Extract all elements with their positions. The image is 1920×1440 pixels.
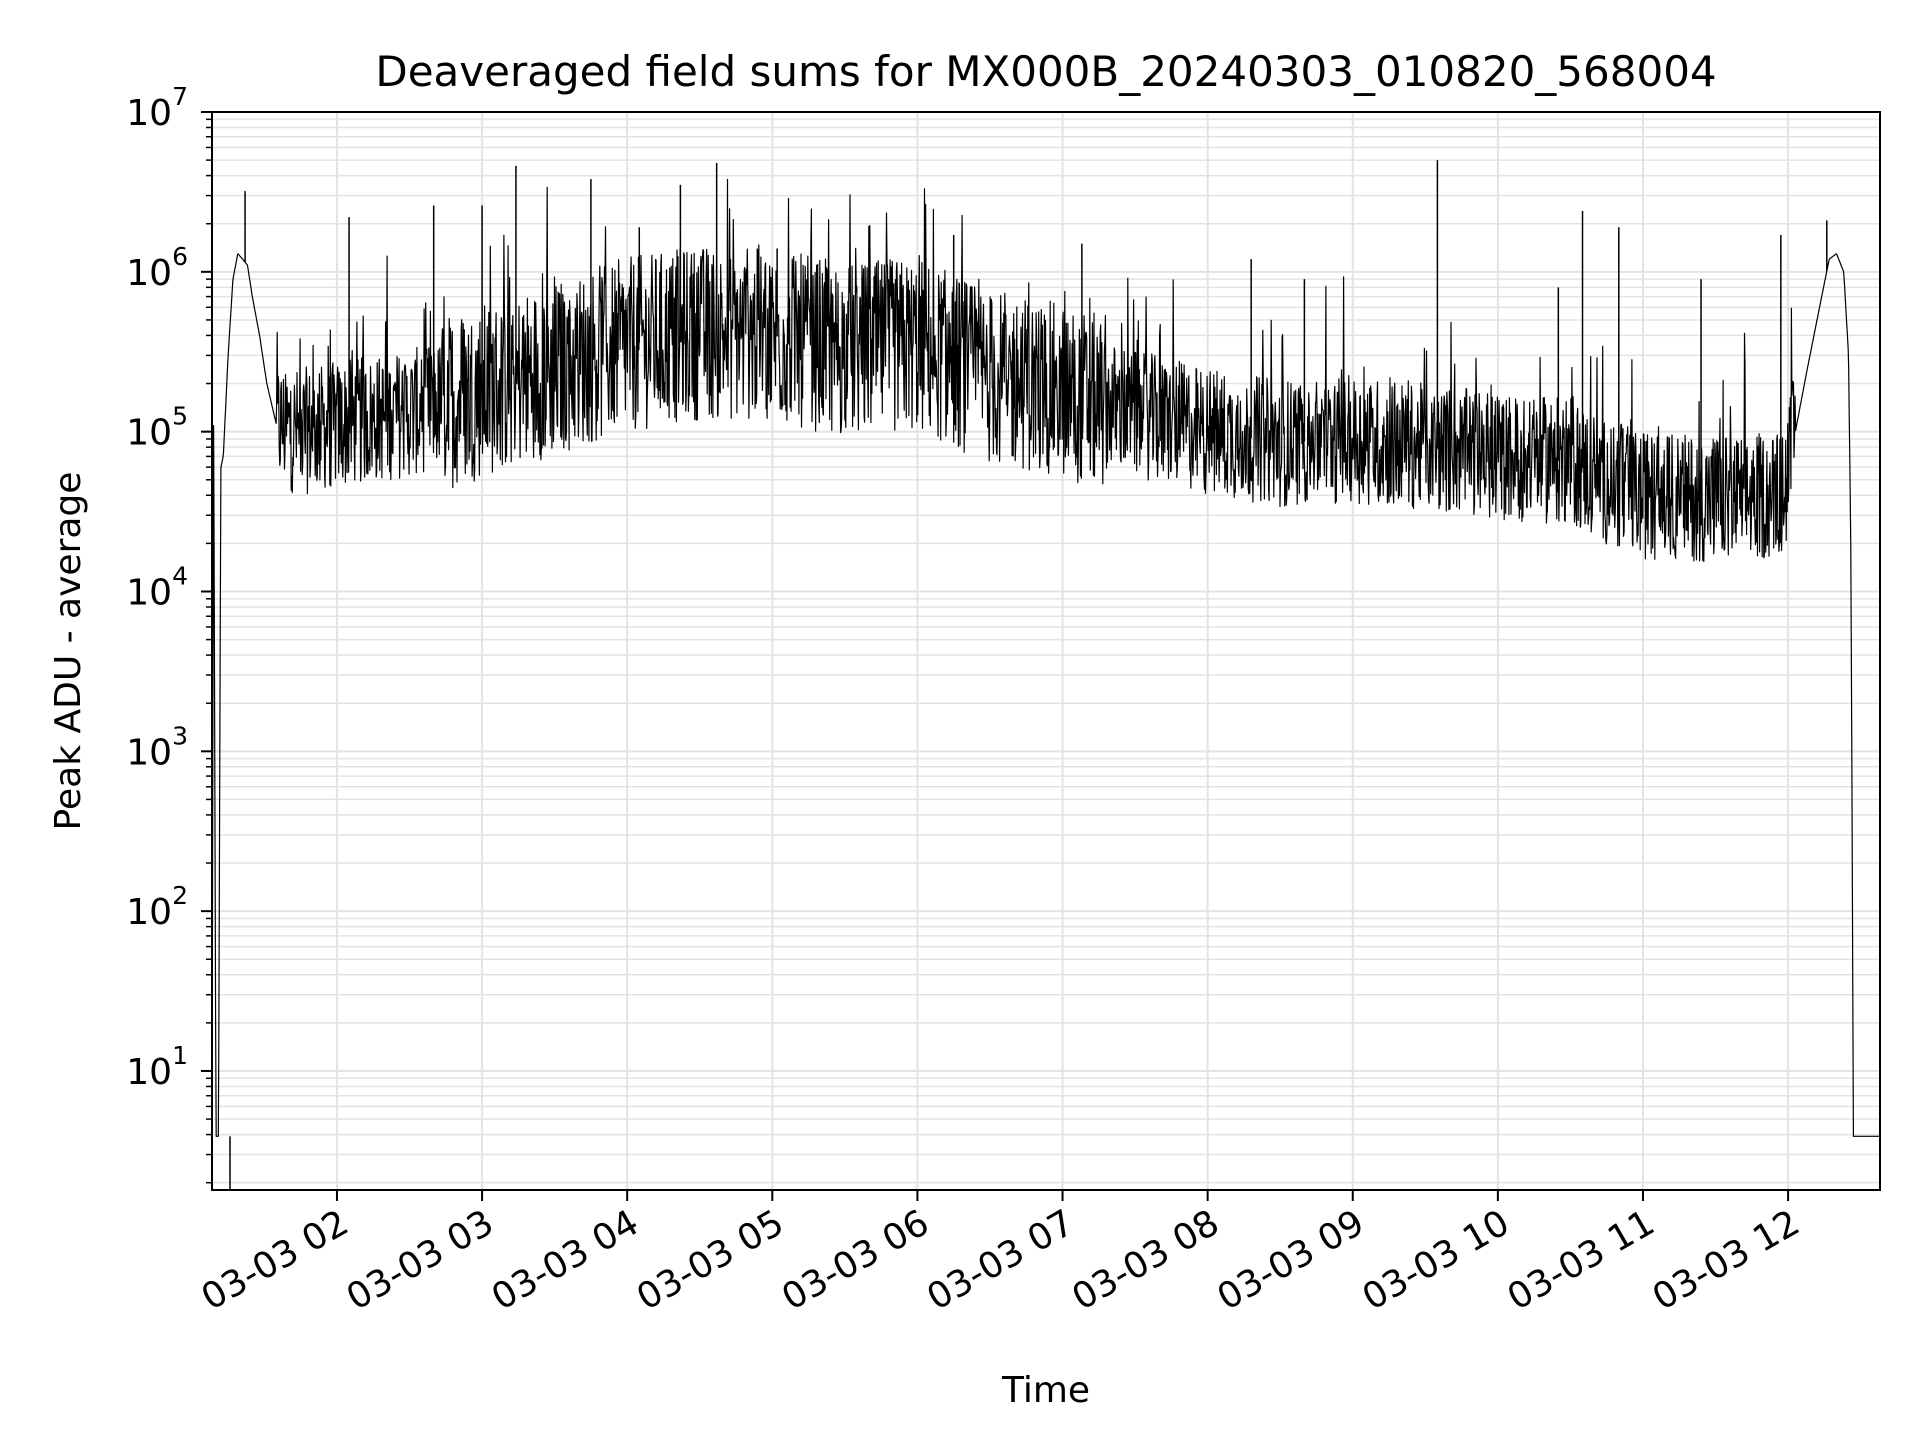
y-tick-base: 10 <box>126 572 172 613</box>
grid <box>212 111 1880 1190</box>
y-tick-base: 10 <box>126 253 172 294</box>
y-tick-exponent: 2 <box>172 881 188 910</box>
y-tick-exponent: 3 <box>172 721 188 750</box>
y-tick-label: 107 <box>126 82 188 134</box>
y-tick-base: 10 <box>126 732 172 773</box>
y-tick-exponent: 4 <box>172 561 188 590</box>
y-tick-label: 105 <box>126 402 188 454</box>
x-tick-label: 03-03 05 <box>630 1202 791 1318</box>
y-tick-base: 10 <box>126 413 172 454</box>
x-tick-label: 03-03 10 <box>1356 1202 1517 1318</box>
y-tick-base: 10 <box>126 93 172 134</box>
x-tick-label: 03-03 03 <box>340 1202 501 1318</box>
x-tick-label: 03-03 06 <box>775 1202 936 1318</box>
y-tick-label: 106 <box>126 242 188 294</box>
y-tick-exponent: 7 <box>172 82 188 111</box>
x-tick-label: 03-03 09 <box>1211 1202 1372 1318</box>
chart-title: Deaveraged field sums for MX000B_2024030… <box>375 47 1716 96</box>
series-layer <box>211 160 1881 1190</box>
y-axis-label: Peak ADU - average <box>48 472 89 831</box>
y-tick-label: 103 <box>126 721 188 773</box>
y-tick-label: 101 <box>126 1041 188 1093</box>
y-tick-base: 10 <box>126 892 172 933</box>
y-tick-label: 102 <box>126 881 188 933</box>
y-tick-exponent: 5 <box>172 402 188 431</box>
x-tick-label: 03-03 07 <box>920 1202 1081 1318</box>
y-tick-label: 104 <box>126 561 188 613</box>
x-tick-label: 03-03 08 <box>1065 1202 1226 1318</box>
series-line <box>211 178 1881 1137</box>
y-tick-exponent: 1 <box>172 1041 188 1070</box>
x-tick-label: 03-03 11 <box>1501 1202 1662 1318</box>
x-tick-label: 03-03 02 <box>195 1202 356 1318</box>
x-axis-label: Time <box>1001 1370 1090 1411</box>
y-tick-base: 10 <box>126 1052 172 1093</box>
plot-frame <box>211 111 1881 1191</box>
y-tick-exponent: 6 <box>172 242 188 271</box>
x-tick-label: 03-03 12 <box>1646 1202 1807 1318</box>
x-tick-label: 03-03 04 <box>485 1202 646 1318</box>
